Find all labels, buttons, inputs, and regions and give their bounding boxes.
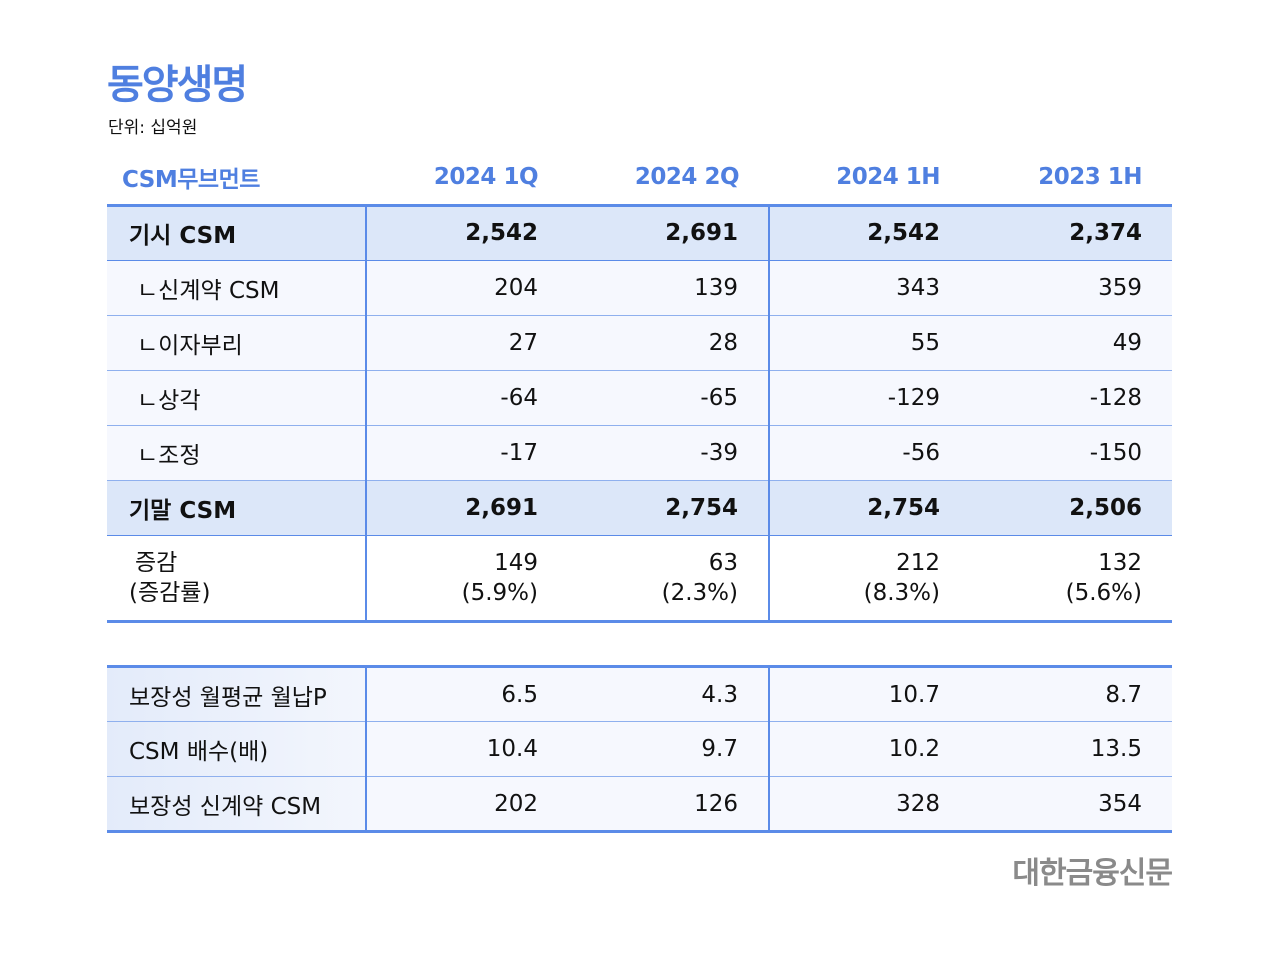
table-row: 보장성 신계약 CSM 202 126 328 354 <box>107 776 1172 833</box>
table-cell: ㄴ신계약 CSM <box>107 260 366 316</box>
change-value: 149 <box>494 549 538 576</box>
change-value: 212 <box>896 549 940 576</box>
change-rate: (5.6%) <box>1065 579 1142 606</box>
table-cell: 6.5 <box>365 665 568 722</box>
table-cell: -64 <box>365 370 568 426</box>
table-row: 기시 CSM 2,542 2,691 2,542 2,374 <box>107 203 1172 261</box>
table-row: ㄴ상각 -64 -65 -129 -128 <box>107 370 1172 426</box>
table-cell: CSM 배수(배) <box>107 721 366 777</box>
table-cell: 328 <box>768 776 970 833</box>
table-cell: 10.2 <box>768 721 970 777</box>
table-cell: 132 (5.6%) <box>970 535 1172 623</box>
table-cell: 204 <box>365 260 568 316</box>
change-rate: (5.9%) <box>461 579 538 606</box>
table-cell: -129 <box>768 370 970 426</box>
table-cell: -39 <box>568 425 769 481</box>
table-cell: 2,754 <box>568 480 769 536</box>
table-row: 보장성 월평균 월납P 6.5 4.3 10.7 8.7 <box>107 665 1172 722</box>
table-cell: 2,754 <box>768 480 970 536</box>
table-cell: 증감 (증감률) <box>107 535 366 623</box>
table-cell: -17 <box>365 425 568 481</box>
table-cell: 63 (2.3%) <box>568 535 769 623</box>
table-row: 기말 CSM 2,691 2,754 2,754 2,506 <box>107 480 1172 536</box>
table-cell: 354 <box>970 776 1172 833</box>
table-cell: 4.3 <box>568 665 769 722</box>
table-row: ㄴ조정 -17 -39 -56 -150 <box>107 425 1172 481</box>
table-row: ㄴ신계약 CSM 204 139 343 359 <box>107 260 1172 316</box>
table-cell: 359 <box>970 260 1172 316</box>
table-cell: 8.7 <box>970 665 1172 722</box>
header-cell: 2024 1H <box>836 163 940 190</box>
change-value: 132 <box>1098 549 1142 576</box>
table-cell: 202 <box>365 776 568 833</box>
table-cell: -128 <box>970 370 1172 426</box>
table-cell: -150 <box>970 425 1172 481</box>
unit-label: 단위: 십억원 <box>108 118 198 138</box>
table-cell: 139 <box>568 260 769 316</box>
table-cell: 2,506 <box>970 480 1172 536</box>
publisher-logo: 대한금융신문 <box>1012 856 1173 891</box>
table-cell: 기시 CSM <box>107 203 366 261</box>
table-cell: 343 <box>768 260 970 316</box>
table-cell: 2,542 <box>768 203 970 261</box>
table-cell: 13.5 <box>970 721 1172 777</box>
table-row: CSM 배수(배) 10.4 9.7 10.2 13.5 <box>107 721 1172 777</box>
header-row: CSM무브먼트 2024 1Q 2024 2Q 2024 1H 2023 1H <box>107 150 1172 205</box>
header-cell: 2024 2Q <box>634 163 740 190</box>
table-cell: -56 <box>768 425 970 481</box>
table-cell: 2,374 <box>970 203 1172 261</box>
table-cell: 10.7 <box>768 665 970 722</box>
header-cell: CSM무브먼트 <box>122 166 260 193</box>
protection-table: 보장성 월평균 월납P 6.5 4.3 10.7 8.7 CSM 배수(배) 10.4 9.7… <box>107 665 1172 833</box>
table-cell: ㄴ이자부리 <box>107 315 366 371</box>
table-cell: 212 (8.3%) <box>768 535 970 623</box>
table-cell: ㄴ조정 <box>107 425 366 481</box>
table-cell: 9.7 <box>568 721 769 777</box>
change-rate: (8.3%) <box>863 579 940 606</box>
change-rate-label: (증감률) <box>129 579 211 606</box>
table-cell: 126 <box>568 776 769 833</box>
change-value: 63 <box>708 549 738 576</box>
header-cell: 2024 1Q <box>433 163 539 190</box>
table-cell: 보장성 월평균 월납P <box>107 665 366 722</box>
table-row: ㄴ이자부리 27 28 55 49 <box>107 315 1172 371</box>
table-cell: 55 <box>768 315 970 371</box>
table-cell: 49 <box>970 315 1172 371</box>
change-rate: (2.3%) <box>661 579 738 606</box>
table-cell: 28 <box>568 315 769 371</box>
table-cell: 기말 CSM <box>107 480 366 536</box>
table-cell: 27 <box>365 315 568 371</box>
table-cell: 2,691 <box>568 203 769 261</box>
table-cell: 149 (5.9%) <box>365 535 568 623</box>
table-cell: 2,691 <box>365 480 568 536</box>
change-row: 증감 (증감률) 149 (5.9%) 63 (2.3%) 212 (8.3%) 132 (5.6… <box>107 535 1172 623</box>
change-label: 증감 <box>135 549 178 576</box>
table-cell: -65 <box>568 370 769 426</box>
header-cell: 2023 1H <box>1038 163 1142 190</box>
csm-movement-table: CSM무브먼트 2024 1Q 2024 2Q 2024 1H 2023 1H … <box>107 150 1172 623</box>
page-title: 동양생명 <box>107 62 248 108</box>
table-cell: 10.4 <box>365 721 568 777</box>
table-cell: 2,542 <box>365 203 568 261</box>
table-cell: ㄴ상각 <box>107 370 366 426</box>
table-cell: 보장성 신계약 CSM <box>107 776 366 833</box>
